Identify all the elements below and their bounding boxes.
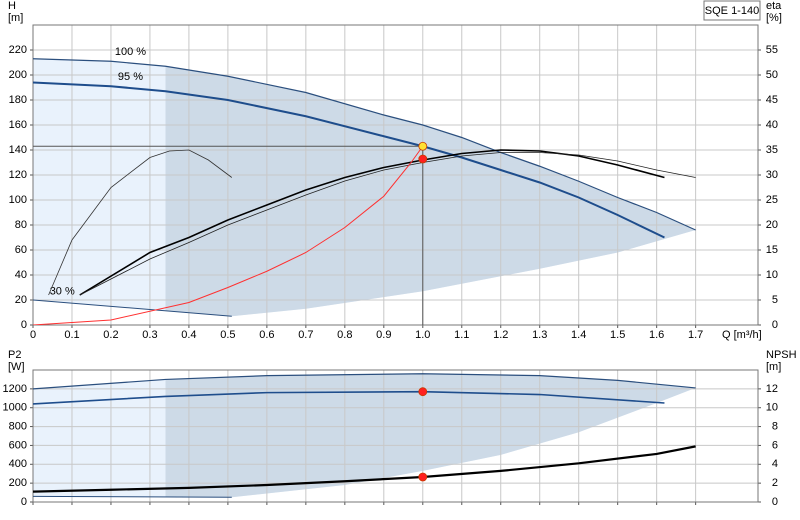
y2-axis-unit: [m] xyxy=(766,361,781,373)
x-tick-label: 0.5 xyxy=(220,329,235,341)
y2-tick-label: 10 xyxy=(766,402,778,414)
y2-tick-label: 6 xyxy=(772,439,778,451)
y-tick-label: 140 xyxy=(9,144,27,156)
x-tick-label: 1.0 xyxy=(415,329,430,341)
curve-label: 30 % xyxy=(50,285,75,297)
y2-tick-label: 0 xyxy=(772,496,778,508)
x-tick-label: 0.4 xyxy=(181,329,196,341)
y2-axis-title: NPSH xyxy=(766,349,797,361)
y-tick-label: 160 xyxy=(9,119,27,131)
x-tick-label: 1.3 xyxy=(532,329,547,341)
y-tick-label: 80 xyxy=(15,219,27,231)
y-tick-label: 20 xyxy=(15,294,27,306)
x-tick-label: 0.6 xyxy=(259,329,274,341)
x-tick-label: 1.1 xyxy=(454,329,469,341)
curve xyxy=(33,390,665,405)
curve xyxy=(79,152,696,296)
x-tick-label: 0.3 xyxy=(142,329,157,341)
x-tick-label: 1.4 xyxy=(571,329,586,341)
y-axis-unit: [m] xyxy=(8,12,23,24)
y2-tick-label: 25 xyxy=(766,194,778,206)
plot-frame xyxy=(32,24,759,326)
y-tick-label: 600 xyxy=(9,439,27,451)
x-tick-label: 1.5 xyxy=(610,329,625,341)
y-tick-label: 40 xyxy=(15,269,27,281)
curve xyxy=(33,495,232,498)
y-tick-label: 120 xyxy=(9,169,27,181)
x-tick-label: 0.2 xyxy=(103,329,118,341)
curve xyxy=(33,299,232,317)
y-tick-label: 0 xyxy=(21,319,27,331)
y2-tick-label: 45 xyxy=(766,94,778,106)
x-tick-label: 0 xyxy=(30,329,36,341)
y-tick-label: 1200 xyxy=(3,383,27,395)
operating-point xyxy=(418,154,428,164)
curve xyxy=(33,373,696,390)
y2-tick-label: 35 xyxy=(766,144,778,156)
y2-tick-label: 30 xyxy=(766,169,778,181)
x-tick-label: 1.6 xyxy=(649,329,664,341)
plot-frame xyxy=(32,369,759,503)
x-tick-label: 0.1 xyxy=(64,329,79,341)
y-tick-label: 180 xyxy=(9,94,27,106)
y2-tick-label: 4 xyxy=(772,458,778,470)
operating-area xyxy=(165,373,696,498)
y-tick-label: 60 xyxy=(15,244,27,256)
y2-tick-label: 12 xyxy=(766,383,778,395)
curve-label: 95 % xyxy=(118,71,143,83)
curve xyxy=(33,58,696,231)
x-axis-title: Q [m³/h] xyxy=(722,329,762,341)
x-tick-label: 0.7 xyxy=(298,329,313,341)
y2-tick-label: 40 xyxy=(766,119,778,131)
y2-tick-label: 15 xyxy=(766,244,778,256)
y2-tick-label: 2 xyxy=(772,477,778,489)
y2-axis-unit: [%] xyxy=(766,12,782,24)
y2-tick-label: 50 xyxy=(766,69,778,81)
operating-point xyxy=(418,141,428,151)
chart-title: SQE 1-140 xyxy=(705,5,759,17)
y-tick-label: 1000 xyxy=(3,402,27,414)
y-tick-label: 100 xyxy=(9,194,27,206)
y-axis-unit: [W] xyxy=(8,361,25,373)
curve xyxy=(33,145,424,325)
y-axis-title: P2 xyxy=(8,349,21,361)
x-tick-label: 0.9 xyxy=(376,329,391,341)
y2-tick-label: 10 xyxy=(766,269,778,281)
curve xyxy=(48,149,233,296)
title-box xyxy=(703,0,761,21)
operating-area xyxy=(165,66,696,317)
y-tick-label: 800 xyxy=(9,420,27,432)
y2-tick-label: 20 xyxy=(766,219,778,231)
y2-tick-label: 5 xyxy=(772,294,778,306)
x-tick-label: 0.8 xyxy=(337,329,352,341)
curve xyxy=(33,445,696,493)
y2-tick-label: 8 xyxy=(772,420,778,432)
x-tick-label: 1.2 xyxy=(493,329,508,341)
y2-tick-label: 55 xyxy=(766,44,778,56)
operating-point xyxy=(418,387,428,397)
y-tick-label: 0 xyxy=(21,496,27,508)
y2-tick-label: 0 xyxy=(772,319,778,331)
y-tick-label: 400 xyxy=(9,458,27,470)
curve-label: 100 % xyxy=(115,46,146,58)
y-tick-label: 220 xyxy=(9,44,27,56)
operating-point xyxy=(418,472,428,482)
y-tick-label: 200 xyxy=(9,477,27,489)
y-axis-title: H xyxy=(8,0,16,12)
x-tick-label: 1.7 xyxy=(688,329,703,341)
y-tick-label: 200 xyxy=(9,69,27,81)
y2-axis-title: eta xyxy=(766,0,782,12)
